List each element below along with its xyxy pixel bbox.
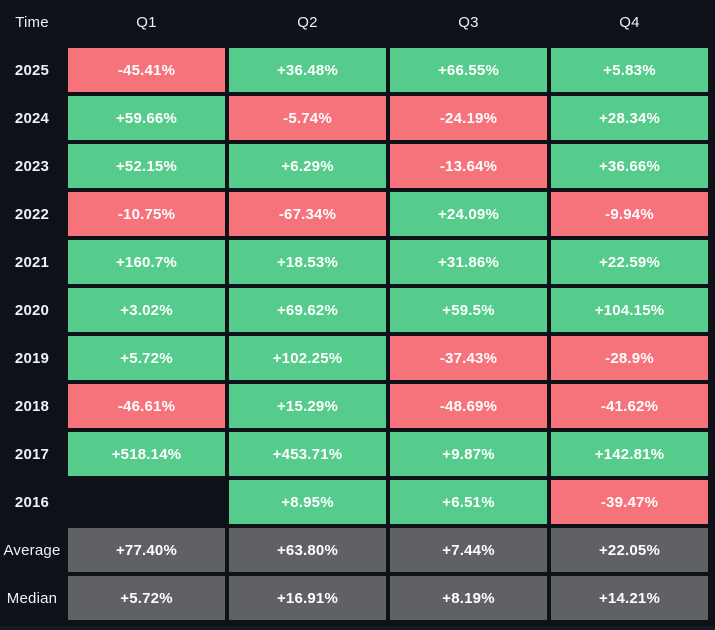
value-cell: +3.02%: [68, 288, 225, 332]
value-cell: +9.87%: [390, 432, 547, 476]
bottom-scroll-strip: [0, 626, 715, 630]
value-cell: +36.48%: [229, 48, 386, 92]
value-cell: +104.15%: [551, 288, 708, 332]
value-cell: -10.75%: [68, 192, 225, 236]
quarter-header-q3: Q3: [458, 13, 479, 31]
row-label: 2022: [14, 205, 50, 223]
value-cell: -24.19%: [390, 96, 547, 140]
time-column-header: Time: [15, 13, 49, 31]
year-row-2021: 2021 +160.7% +18.53% +31.86% +22.59%: [0, 240, 708, 284]
year-row-2019: 2019 +5.72% +102.25% -37.43% -28.9%: [0, 336, 708, 380]
value-cell: -48.69%: [390, 384, 547, 428]
year-row-2024: 2024 +59.66% -5.74% -24.19% +28.34%: [0, 96, 708, 140]
value-cell: -41.62%: [551, 384, 708, 428]
quarter-header-q4: Q4: [619, 13, 640, 31]
summary-row-average: Average +77.40% +63.80% +7.44% +22.05%: [0, 528, 708, 572]
year-row-2020: 2020 +3.02% +69.62% +59.5% +104.15%: [0, 288, 708, 332]
value-cell: -9.94%: [551, 192, 708, 236]
value-cell: +518.14%: [68, 432, 225, 476]
value-cell: +36.66%: [551, 144, 708, 188]
value-cell: -67.34%: [229, 192, 386, 236]
value-cell: +16.91%: [229, 576, 386, 620]
value-cell: +63.80%: [229, 528, 386, 572]
value-cell: +22.05%: [551, 528, 708, 572]
value-cell: +6.51%: [390, 480, 547, 524]
value-cell: +8.95%: [229, 480, 386, 524]
value-cell: +52.15%: [68, 144, 225, 188]
value-cell: -45.41%: [68, 48, 225, 92]
value-cell: +18.53%: [229, 240, 386, 284]
value-cell: +5.83%: [551, 48, 708, 92]
value-cell: +160.7%: [68, 240, 225, 284]
row-label: 2017: [14, 445, 50, 463]
year-row-2025: 2025 -45.41% +36.48% +66.55% +5.83%: [0, 48, 708, 92]
value-cell: +14.21%: [551, 576, 708, 620]
value-cell: +77.40%: [68, 528, 225, 572]
empty-cell: [68, 480, 225, 524]
value-cell: -28.9%: [551, 336, 708, 380]
value-cell: +24.09%: [390, 192, 547, 236]
value-cell: +59.66%: [68, 96, 225, 140]
year-row-2017: 2017 +518.14% +453.71% +9.87% +142.81%: [0, 432, 708, 476]
table-header-row: Time Q1 Q2 Q3 Q4: [0, 0, 708, 44]
value-cell: +66.55%: [390, 48, 547, 92]
value-cell: +5.72%: [68, 576, 225, 620]
year-row-2023: 2023 +52.15% +6.29% -13.64% +36.66%: [0, 144, 708, 188]
value-cell: -37.43%: [390, 336, 547, 380]
row-label: Average: [3, 541, 61, 559]
value-cell: +22.59%: [551, 240, 708, 284]
value-cell: +7.44%: [390, 528, 547, 572]
value-cell: +28.34%: [551, 96, 708, 140]
row-label: 2018: [14, 397, 50, 415]
row-label: Median: [6, 589, 58, 607]
row-label: 2016: [14, 493, 50, 511]
year-row-2018: 2018 -46.61% +15.29% -48.69% -41.62%: [0, 384, 708, 428]
row-label: 2024: [14, 109, 50, 127]
value-cell: +31.86%: [390, 240, 547, 284]
value-cell: -5.74%: [229, 96, 386, 140]
value-cell: -39.47%: [551, 480, 708, 524]
value-cell: +5.72%: [68, 336, 225, 380]
quarter-header-q1: Q1: [136, 13, 157, 31]
row-label: 2021: [14, 253, 50, 271]
value-cell: -13.64%: [390, 144, 547, 188]
value-cell: +6.29%: [229, 144, 386, 188]
value-cell: +69.62%: [229, 288, 386, 332]
value-cell: +102.25%: [229, 336, 386, 380]
value-cell: -46.61%: [68, 384, 225, 428]
row-label: 2020: [14, 301, 50, 319]
row-label: 2019: [14, 349, 50, 367]
value-cell: +453.71%: [229, 432, 386, 476]
value-cell: +15.29%: [229, 384, 386, 428]
value-cell: +59.5%: [390, 288, 547, 332]
summary-row-median: Median +5.72% +16.91% +8.19% +14.21%: [0, 576, 708, 620]
row-label: 2023: [14, 157, 50, 175]
year-row-2016: 2016 +8.95% +6.51% -39.47%: [0, 480, 708, 524]
table-body: 2025 -45.41% +36.48% +66.55% +5.83% 2024 +59.6…: [0, 48, 708, 620]
row-label: 2025: [14, 61, 50, 79]
value-cell: +142.81%: [551, 432, 708, 476]
year-row-2022: 2022 -10.75% -67.34% +24.09% -9.94%: [0, 192, 708, 236]
quarter-header-q2: Q2: [297, 13, 318, 31]
value-cell: +8.19%: [390, 576, 547, 620]
